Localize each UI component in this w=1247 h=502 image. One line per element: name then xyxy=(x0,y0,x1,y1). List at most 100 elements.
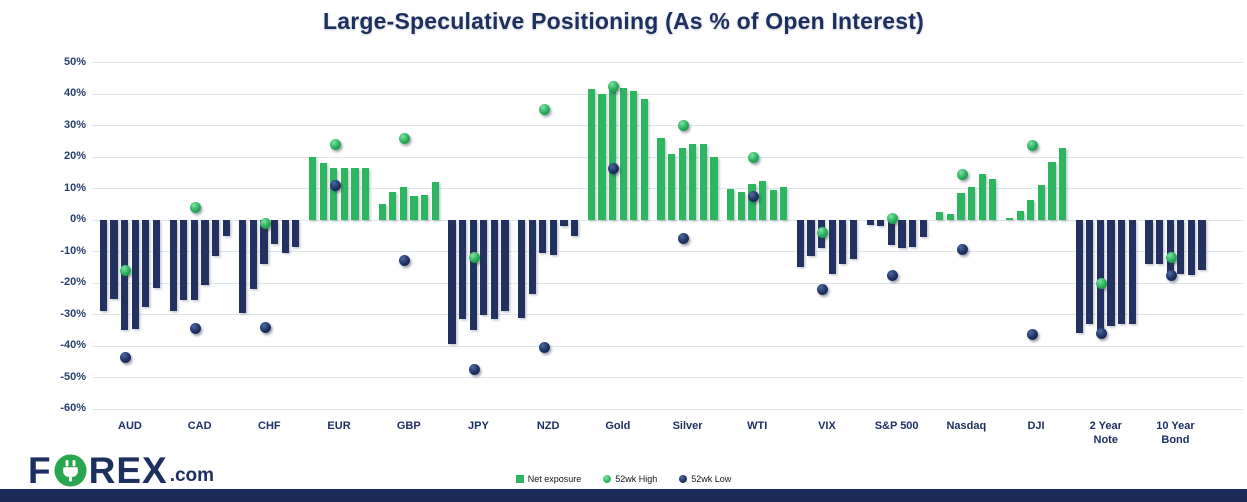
low-marker xyxy=(190,323,202,335)
legend-label: 52wk Low xyxy=(691,474,732,484)
x-axis-label: CHF xyxy=(258,420,281,432)
y-axis-tick-label: -60% xyxy=(60,402,86,414)
net-exposure-bar xyxy=(571,220,579,236)
net-exposure-bar xyxy=(490,220,498,320)
high-marker xyxy=(190,201,202,213)
legend-square-marker-icon xyxy=(515,475,524,483)
net-exposure-bar xyxy=(1107,220,1115,326)
x-axis-label: WTI xyxy=(747,420,768,432)
net-exposure-bar xyxy=(152,220,161,288)
gridline xyxy=(92,377,1244,378)
net-exposure-bar xyxy=(668,153,676,220)
high-marker xyxy=(608,80,620,92)
net-exposure-bar xyxy=(828,220,836,274)
low-marker xyxy=(468,364,480,376)
net-exposure-bar xyxy=(211,220,220,257)
net-exposure-bar xyxy=(758,180,767,220)
x-axis-label: AUD xyxy=(118,420,142,432)
x-axis-label: 10 Year Bond xyxy=(1156,420,1195,446)
low-marker xyxy=(678,233,690,245)
net-exposure-bar xyxy=(131,220,139,329)
high-marker xyxy=(1096,277,1108,289)
legend-circle-marker-icon xyxy=(679,475,688,483)
net-exposure-bar xyxy=(710,157,718,220)
net-exposure-bar xyxy=(1048,161,1056,220)
net-exposure-bar xyxy=(169,220,177,312)
net-exposure-bar xyxy=(201,220,209,285)
high-marker xyxy=(887,212,899,224)
net-exposure-bar xyxy=(469,220,477,331)
net-exposure-bar xyxy=(989,179,997,220)
gridline xyxy=(92,156,1244,158)
x-axis-label: GBP xyxy=(396,420,421,432)
net-exposure-bar xyxy=(598,94,606,220)
net-exposure-bar xyxy=(501,220,509,312)
x-axis-label: VIX xyxy=(818,420,836,432)
net-exposure-bar xyxy=(727,188,735,220)
net-exposure-bar xyxy=(908,220,917,247)
chart-title: Large-Speculative Positioning (As % of O… xyxy=(322,8,925,34)
low-marker xyxy=(538,342,550,354)
x-axis-label: Gold xyxy=(605,420,631,432)
forex-logo-plug-icon xyxy=(54,454,87,487)
net-exposure-bar xyxy=(239,220,247,313)
net-exposure-bar xyxy=(737,191,745,220)
high-marker xyxy=(329,138,341,150)
footer-bar xyxy=(0,489,1247,502)
net-exposure-bar xyxy=(849,220,858,260)
net-exposure-bar xyxy=(1177,220,1185,274)
x-axis-label: Silver xyxy=(672,420,703,432)
net-exposure-bar xyxy=(99,220,108,312)
net-exposure-bar xyxy=(1027,199,1035,220)
low-marker xyxy=(399,255,411,267)
legend-item: 52wk Low xyxy=(679,474,731,484)
net-exposure-bar xyxy=(619,87,627,220)
net-exposure-bar xyxy=(1118,220,1126,324)
gridline xyxy=(92,62,1244,63)
net-exposure-bar xyxy=(319,163,327,220)
high-marker xyxy=(259,217,271,229)
high-marker xyxy=(678,120,690,131)
high-marker xyxy=(538,104,550,116)
net-exposure-bar xyxy=(608,86,617,220)
net-exposure-bar xyxy=(640,98,648,220)
x-axis-label: DJI xyxy=(1027,420,1045,432)
logo-text-rex: REX xyxy=(88,450,168,491)
low-marker xyxy=(1096,327,1108,339)
net-exposure-bar xyxy=(587,89,595,220)
net-exposure-bar xyxy=(351,168,359,220)
y-axis-tick-label: -40% xyxy=(60,339,86,351)
gridline xyxy=(92,219,1244,221)
low-marker xyxy=(259,321,271,333)
x-axis-label: 2 Year Note xyxy=(1089,420,1122,446)
high-marker xyxy=(817,227,829,239)
high-marker xyxy=(468,252,480,264)
high-marker xyxy=(956,168,968,180)
y-axis-tick-label: -10% xyxy=(60,244,86,257)
net-exposure-bar xyxy=(1005,218,1014,220)
net-exposure-bar xyxy=(518,220,526,318)
net-exposure-bar xyxy=(549,220,558,255)
y-axis-tick-label: 10% xyxy=(63,181,86,194)
x-axis-label: JPY xyxy=(468,420,489,432)
net-exposure-bar xyxy=(271,220,279,244)
net-exposure-bar xyxy=(968,186,976,220)
gridline xyxy=(92,408,1244,410)
net-exposure-bar xyxy=(340,168,348,220)
high-marker xyxy=(1165,252,1177,264)
x-axis-label: CAD xyxy=(187,420,212,432)
net-exposure-bar xyxy=(1086,220,1094,324)
net-exposure-bar xyxy=(807,220,815,257)
gridline xyxy=(92,93,1244,95)
net-exposure-bar xyxy=(877,220,885,227)
net-exposure-bar xyxy=(421,194,429,220)
net-exposure-bar xyxy=(410,196,418,220)
high-marker xyxy=(1026,140,1038,152)
net-exposure-bar xyxy=(657,138,665,220)
low-marker xyxy=(747,190,759,202)
low-marker xyxy=(887,269,899,281)
net-exposure-bar xyxy=(249,220,258,290)
net-exposure-bar xyxy=(796,220,805,268)
low-marker xyxy=(1026,329,1038,341)
y-axis-tick-label: 30% xyxy=(63,118,86,131)
